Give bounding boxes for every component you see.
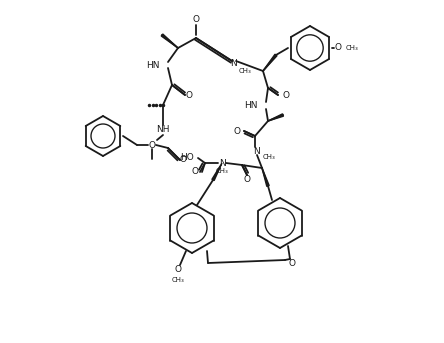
Text: O: O bbox=[233, 127, 240, 135]
Text: O: O bbox=[193, 15, 199, 24]
Text: O: O bbox=[334, 44, 341, 52]
Text: O: O bbox=[148, 141, 155, 150]
Text: CH₃: CH₃ bbox=[216, 168, 228, 174]
Text: CH₃: CH₃ bbox=[263, 154, 276, 160]
Text: N: N bbox=[230, 59, 236, 69]
Polygon shape bbox=[161, 34, 178, 48]
Text: HN: HN bbox=[245, 100, 258, 109]
Polygon shape bbox=[263, 54, 277, 71]
Polygon shape bbox=[212, 163, 222, 180]
Text: O: O bbox=[186, 91, 193, 99]
Text: CH₃: CH₃ bbox=[346, 45, 359, 51]
Text: HO: HO bbox=[180, 154, 194, 163]
Text: CH₃: CH₃ bbox=[239, 68, 252, 74]
Polygon shape bbox=[262, 168, 269, 186]
Text: O: O bbox=[289, 259, 296, 268]
Text: O: O bbox=[243, 176, 250, 185]
Text: O: O bbox=[282, 91, 289, 99]
Polygon shape bbox=[268, 114, 283, 121]
Text: N: N bbox=[253, 146, 259, 155]
Text: NH: NH bbox=[156, 126, 170, 134]
Text: O: O bbox=[191, 167, 198, 177]
Text: O: O bbox=[174, 265, 182, 274]
Text: N: N bbox=[218, 158, 226, 167]
Text: CH₃: CH₃ bbox=[172, 277, 184, 283]
Text: HN: HN bbox=[147, 60, 160, 70]
Text: O: O bbox=[179, 155, 186, 165]
